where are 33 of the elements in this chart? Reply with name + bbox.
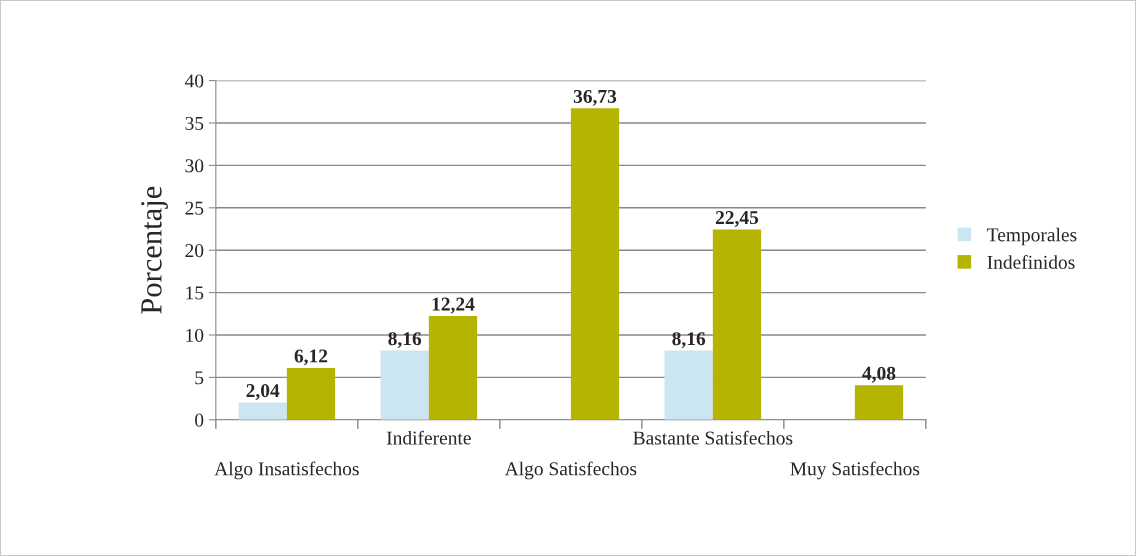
legend-label: Temporales xyxy=(987,227,1077,246)
y-tick-label: 25 xyxy=(185,201,204,215)
y-tick-label: 30 xyxy=(185,159,204,173)
bar xyxy=(664,350,713,420)
y-tick-label: 20 xyxy=(185,244,204,258)
x-tick-label: Muy Satisfechos xyxy=(790,461,920,480)
y-tick-label: 35 xyxy=(185,116,204,130)
data-label: 12,24 xyxy=(432,297,475,314)
bar xyxy=(238,402,287,420)
bar xyxy=(428,316,478,420)
y-tick-label: 40 xyxy=(184,74,204,88)
x-tick-label: Algo Insatisfechos xyxy=(214,461,359,480)
bar xyxy=(712,229,762,420)
y-tick-label: 15 xyxy=(186,286,204,300)
x-tick-label: Indiferente xyxy=(386,430,471,445)
x-tick-label: Algo Satisfechos xyxy=(504,461,637,480)
legend-label: Indefinidos xyxy=(987,254,1075,269)
data-label: 2,04 xyxy=(246,384,280,400)
bar xyxy=(286,367,336,420)
data-label: 36,73 xyxy=(573,89,617,106)
x-tick-label: Bastante Satisfechos xyxy=(633,430,793,445)
bar xyxy=(380,350,429,420)
data-label: 6,12 xyxy=(294,349,328,366)
bar xyxy=(854,385,904,420)
y-tick-label: 0 xyxy=(195,413,204,427)
bar xyxy=(570,108,620,420)
data-label: 22,45 xyxy=(715,211,759,227)
y-tick-label: 5 xyxy=(195,371,204,385)
y-axis-title: Porcentaje xyxy=(141,186,168,314)
data-label: 8,16 xyxy=(388,332,422,349)
y-tick-label: 10 xyxy=(186,328,204,342)
data-label: 4,08 xyxy=(862,366,896,383)
data-label: 8,16 xyxy=(672,332,706,349)
